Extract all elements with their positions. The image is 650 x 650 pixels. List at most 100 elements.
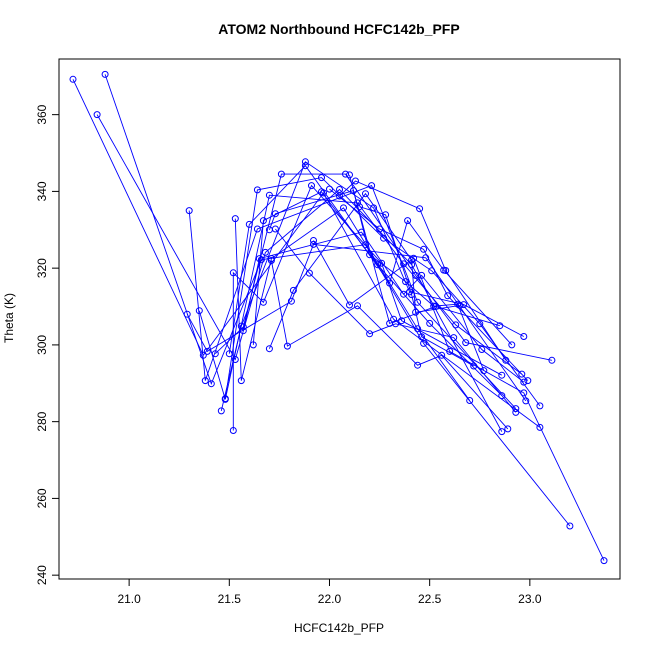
data-point	[336, 192, 343, 200]
data-point	[470, 362, 478, 370]
data-point	[229, 269, 237, 277]
data-point	[249, 341, 257, 349]
data-point	[426, 319, 434, 327]
data-point	[418, 333, 426, 341]
data-point	[566, 522, 574, 530]
data-point	[398, 317, 406, 325]
data-point	[414, 361, 422, 369]
series-line	[188, 185, 517, 409]
y-tick-label: 320	[35, 258, 49, 278]
data-point	[520, 378, 528, 386]
data-point	[203, 347, 211, 355]
data-point	[444, 292, 452, 300]
data-point	[378, 259, 386, 267]
data-point	[301, 162, 309, 170]
data-point	[305, 269, 313, 277]
x-tick-label: 21.5	[218, 592, 242, 606]
data-point	[502, 356, 510, 364]
data-point	[185, 207, 193, 215]
data-point	[504, 425, 512, 433]
series-5	[185, 182, 520, 413]
data-point	[520, 333, 528, 340]
series-22	[346, 171, 488, 375]
data-point	[536, 423, 544, 431]
y-tick-label: 360	[35, 104, 49, 124]
data-point	[450, 334, 458, 342]
series-20	[326, 185, 532, 385]
data-point	[239, 327, 247, 335]
data-point	[496, 322, 504, 330]
data-point	[422, 254, 430, 262]
data-point	[265, 191, 273, 199]
y-tick-label: 260	[35, 488, 49, 508]
y-tick-label: 280	[35, 411, 49, 431]
x-axis-label: HCFC142b_PFP	[294, 621, 384, 635]
series-line	[242, 231, 525, 383]
series-line	[198, 194, 523, 400]
data-point	[368, 182, 376, 190]
series-line	[252, 191, 503, 396]
data-point	[101, 70, 109, 78]
data-point	[420, 339, 428, 347]
data-point	[414, 325, 422, 333]
data-point	[265, 345, 273, 353]
series-21	[336, 177, 510, 364]
data-point	[524, 377, 532, 385]
data-point	[498, 371, 506, 379]
data-point	[392, 320, 400, 328]
data-point	[400, 260, 408, 268]
series-line	[270, 260, 509, 430]
plot-area	[69, 70, 608, 565]
data-point	[267, 257, 275, 264]
data-point	[408, 291, 416, 299]
data-point	[548, 356, 556, 364]
data-point	[225, 350, 233, 358]
series-18	[271, 225, 520, 416]
y-tick-label: 300	[35, 335, 49, 355]
data-point	[207, 380, 215, 388]
series-line	[96, 114, 503, 432]
data-point	[520, 389, 528, 397]
chart-title: ATOM2 Northbound HCFC142b_PFP	[218, 21, 459, 37]
data-point	[352, 177, 359, 185]
data-point	[301, 158, 309, 166]
data-point	[438, 351, 446, 359]
data-point	[466, 397, 474, 404]
data-point	[271, 225, 279, 233]
series-line	[339, 180, 507, 361]
series-14	[249, 188, 506, 400]
series-line	[349, 174, 485, 371]
data-point	[289, 286, 297, 294]
data-point	[442, 267, 450, 274]
data-point	[498, 428, 506, 436]
data-point	[69, 75, 77, 83]
series-line	[186, 243, 527, 402]
data-point	[454, 300, 462, 308]
series-line	[313, 240, 605, 561]
series-line	[72, 79, 541, 428]
data-point	[420, 245, 428, 253]
data-point	[412, 308, 420, 316]
plot-frame	[58, 58, 621, 580]
series-23	[356, 203, 478, 370]
x-axis: 21.0 21.5 22.0 22.5 23.0	[117, 578, 542, 606]
series-line	[220, 161, 525, 412]
series-line	[214, 173, 552, 361]
x-tick-label: 21.0	[117, 592, 141, 606]
data-point	[380, 234, 388, 242]
data-point	[376, 225, 384, 233]
data-point	[93, 111, 101, 119]
data-point	[283, 342, 291, 350]
data-point	[462, 339, 470, 347]
data-point	[318, 174, 325, 182]
data-point	[498, 392, 506, 400]
series-line	[359, 206, 474, 367]
data-point	[480, 367, 488, 375]
data-point	[354, 302, 361, 310]
data-point	[217, 407, 225, 415]
series-line	[329, 188, 529, 381]
data-point	[326, 185, 333, 193]
data-point	[211, 350, 219, 358]
data-point	[508, 341, 516, 349]
